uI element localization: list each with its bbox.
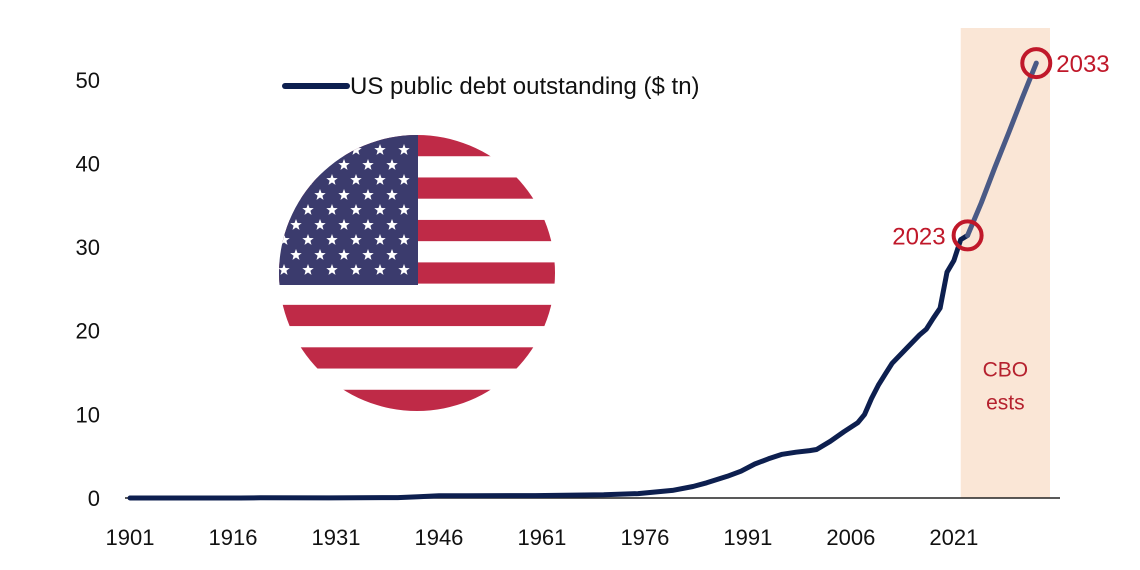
x-tick-label: 2021: [929, 525, 978, 550]
debt-series-actual-line: [127, 232, 971, 501]
x-tick-label: 2006: [826, 525, 875, 550]
annotation-label-2033: 2033: [1056, 51, 1109, 78]
cbo-estimates-label-line2: ests: [986, 391, 1025, 414]
y-tick-label: 40: [76, 151, 100, 176]
y-axis-tick-labels: 0 10 20 30 40 50: [76, 68, 100, 511]
x-tick-label: 1976: [620, 525, 669, 550]
y-tick-label: 20: [76, 319, 100, 344]
debt-series-projection-line: [965, 60, 1039, 238]
x-tick-label: 1961: [517, 525, 566, 550]
us-flag-icon: [279, 135, 555, 411]
legend: US public debt outstanding ($ tn): [282, 73, 700, 100]
x-tick-label: 1946: [414, 525, 463, 550]
annotation-circle-2033: [1020, 47, 1053, 80]
y-tick-label: 0: [88, 486, 100, 511]
annotations: 2023 2033: [892, 47, 1110, 252]
x-axis-tick-labels: 1901 1916 1931 1946 1961 1976 1991 2006 2021: [106, 525, 979, 550]
y-tick-label: 50: [76, 68, 100, 93]
cbo-estimates-label-line1: CBO: [983, 359, 1029, 382]
annotation-circle-2023: [951, 219, 984, 252]
x-tick-label: 1991: [723, 525, 772, 550]
y-tick-label: 30: [76, 235, 100, 260]
x-tick-label: 1931: [311, 525, 360, 550]
legend-label: US public debt outstanding ($ tn): [350, 73, 700, 100]
x-tick-label: 1901: [106, 525, 155, 550]
cbo-estimates-shaded-region: [960, 28, 1050, 498]
y-tick-label: 10: [76, 402, 100, 427]
annotation-label-2023: 2023: [892, 223, 945, 250]
x-tick-label: 1916: [209, 525, 258, 550]
